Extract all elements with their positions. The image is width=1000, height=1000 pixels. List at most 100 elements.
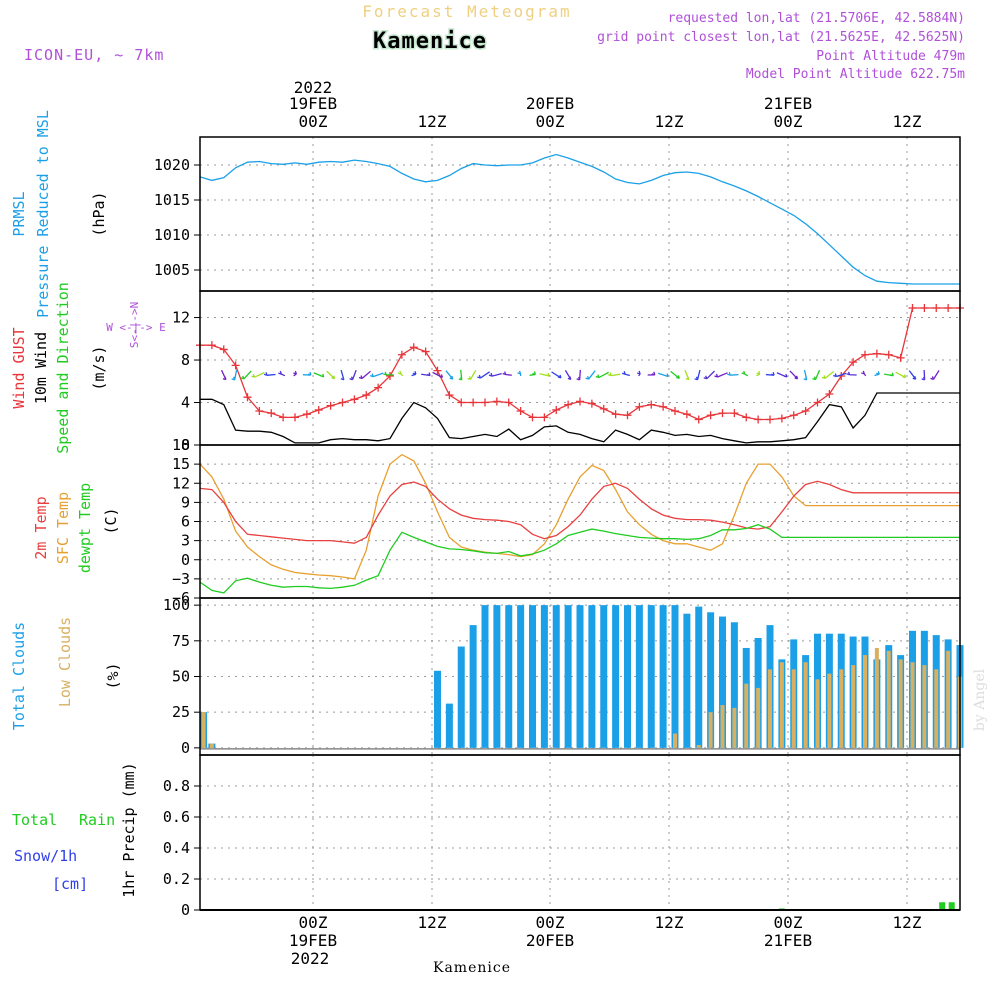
gust-marker bbox=[920, 303, 929, 312]
total-cloud-bar bbox=[612, 605, 620, 748]
bottom-date-3: 21FEB bbox=[764, 931, 812, 950]
y-tick-label: 12 bbox=[172, 474, 190, 492]
bottom-tick-3: 00Z bbox=[536, 913, 565, 932]
top-tick-5: 00Z bbox=[774, 112, 803, 131]
gust-marker bbox=[219, 345, 228, 354]
temp-unit-label: (C) bbox=[102, 507, 120, 534]
gust-marker bbox=[789, 411, 798, 420]
total-cloud-bar bbox=[635, 605, 643, 748]
top-tick-1: 00Z bbox=[299, 112, 328, 131]
low-cloud-bar bbox=[779, 662, 784, 748]
wind-direction-arrow bbox=[278, 370, 286, 377]
compass-ns: S<-|->N bbox=[128, 302, 141, 348]
wind-direction-arrow bbox=[803, 369, 808, 381]
total-cloud-bar bbox=[493, 605, 501, 748]
wind-direction-arrow bbox=[383, 371, 394, 376]
gust-marker bbox=[314, 405, 323, 414]
wind-direction-arrow bbox=[833, 372, 847, 378]
wind-direction-arrow bbox=[421, 372, 431, 377]
watermark: by Angel bbox=[972, 668, 988, 731]
low-cloud-bar bbox=[720, 705, 725, 748]
top-date-3: 21FEB bbox=[764, 94, 812, 113]
panel-precip: 0 0.2 0.4 0.6 0.8 bbox=[163, 755, 960, 919]
low-cloud-bar bbox=[898, 659, 903, 748]
total-cloud-bar bbox=[647, 605, 655, 748]
gust-marker bbox=[908, 303, 917, 312]
wind-direction-arrow bbox=[765, 372, 775, 376]
gust-marker bbox=[397, 350, 406, 359]
total-cloud-bar bbox=[671, 605, 679, 748]
gust-marker bbox=[611, 410, 620, 419]
low-cloud-bar bbox=[922, 665, 927, 748]
top-year: 2022 bbox=[294, 78, 333, 97]
y-tick-label: 18 bbox=[172, 436, 190, 454]
y-tick-label: 0 bbox=[181, 901, 190, 919]
low-cloud-bar bbox=[839, 669, 844, 748]
total-cloud-bar bbox=[707, 612, 715, 748]
low-cloud-bar bbox=[910, 662, 915, 748]
gust-marker bbox=[267, 409, 276, 418]
y-tick-label: 0.8 bbox=[163, 777, 190, 795]
wind-direction-arrow bbox=[657, 372, 669, 378]
y-tick-label: 0.4 bbox=[163, 839, 190, 857]
gust-label: Wind GUST bbox=[10, 327, 28, 408]
bottom-tick-4: 12Z bbox=[655, 913, 684, 932]
low-cloud-bar bbox=[673, 733, 677, 748]
panel-border-wind bbox=[199, 290, 961, 446]
gust-marker bbox=[338, 398, 347, 407]
wind-direction-arrow bbox=[251, 372, 265, 378]
wind-direction-arrow bbox=[445, 370, 454, 380]
low-cloud-bar bbox=[863, 655, 867, 748]
y-tick-label: 15 bbox=[172, 455, 190, 473]
total-cloud-bar bbox=[457, 646, 465, 748]
cloud-unit-label: (%) bbox=[104, 662, 122, 689]
bottom-date-2: 20FEB bbox=[526, 931, 574, 950]
wind-direction-arrow bbox=[517, 370, 522, 376]
y-tick-label: 1015 bbox=[154, 191, 190, 209]
wind-direction-arrow bbox=[621, 371, 631, 377]
location-title: Kamenice bbox=[373, 29, 487, 54]
footer-location: Kamenice bbox=[433, 960, 511, 976]
wind-direction-arrow bbox=[884, 372, 894, 377]
bottom-date-1: 19FEB bbox=[289, 931, 337, 950]
low-cloud-bar bbox=[803, 662, 808, 748]
wind-direction-arrow bbox=[812, 369, 821, 381]
low-cloud-bar bbox=[744, 683, 749, 748]
gust-marker bbox=[326, 401, 335, 410]
wind-line bbox=[200, 392, 960, 444]
panel-clouds: 0 25 50 75 100 bbox=[163, 596, 964, 757]
total-clouds-label: Total Clouds bbox=[10, 622, 28, 730]
pressure-labels: PRMSL Pressure Reduced to MSL (hPa) bbox=[10, 110, 108, 318]
gust-marker bbox=[374, 383, 383, 392]
wind-direction-arrow bbox=[585, 370, 596, 380]
top-date-1: 19FEB bbox=[289, 94, 337, 113]
wind-direction-arrow bbox=[263, 372, 276, 376]
gust-marker bbox=[243, 393, 252, 402]
temp2m-line bbox=[199, 480, 960, 544]
y-tick-label: 0 bbox=[181, 436, 190, 454]
gust-marker bbox=[576, 397, 584, 406]
y-tick-label: 25 bbox=[172, 703, 190, 721]
gust-marker bbox=[647, 400, 656, 409]
wind-direction-arrow bbox=[326, 370, 336, 380]
gust-marker bbox=[279, 413, 288, 422]
low-cloud-bar bbox=[201, 712, 206, 748]
y-tick-label: 0 bbox=[181, 739, 190, 757]
wind-direction-arrow bbox=[670, 370, 680, 380]
y-tick-label: 0 bbox=[181, 551, 190, 569]
wind-direction-arrow bbox=[240, 370, 252, 380]
y-tick-label: 75 bbox=[172, 632, 190, 650]
total-cloud-bar bbox=[564, 605, 572, 748]
y-tick-label: 1005 bbox=[154, 261, 190, 279]
wind-direction-arrow bbox=[411, 371, 417, 377]
precip-labels: Total Rain Snow/1h [cm] 1hr Precip (mm) bbox=[12, 762, 138, 897]
total-cloud-bar bbox=[588, 605, 596, 748]
dewpt-label: dewpt Temp bbox=[76, 483, 94, 573]
gust-marker bbox=[207, 341, 216, 350]
rain-bar bbox=[939, 902, 946, 910]
gust-marker bbox=[433, 366, 442, 375]
gust-marker bbox=[540, 413, 549, 422]
wind-direction-arrow bbox=[703, 370, 715, 380]
gust-marker bbox=[587, 399, 596, 408]
